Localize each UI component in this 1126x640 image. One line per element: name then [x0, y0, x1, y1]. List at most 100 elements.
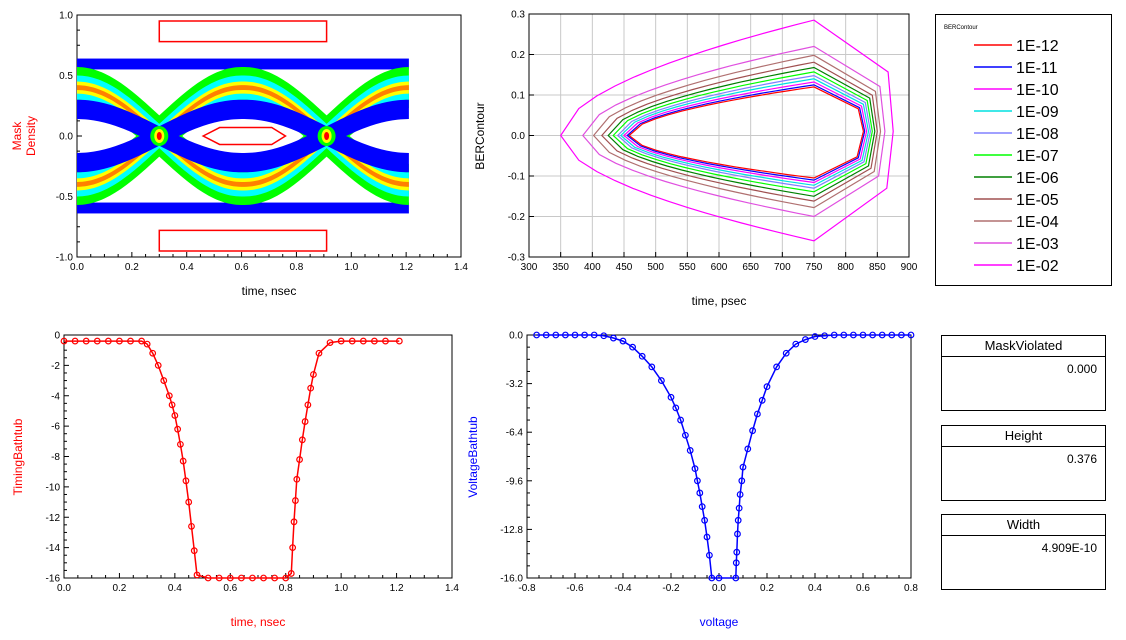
tb-point — [237, 574, 245, 582]
vb-point — [610, 334, 617, 342]
ber-xtick-label: 550 — [679, 262, 696, 273]
vb-point — [792, 340, 800, 348]
eye-ytick-label: -0.5 — [56, 192, 74, 203]
vb-point — [682, 431, 689, 439]
tb-point — [289, 544, 297, 552]
vb-ytick-label: 0.0 — [509, 331, 523, 342]
eye-outer-rail-top — [77, 58, 409, 70]
tb-ytick-label: 0 — [54, 331, 60, 342]
vb-xlabel: voltage — [700, 615, 739, 629]
vb-point — [850, 331, 857, 339]
tb-point — [160, 377, 168, 384]
vb-ytick-label: -12.8 — [500, 525, 523, 536]
tb-point — [298, 436, 306, 444]
vb-point — [878, 331, 886, 339]
ber-contour-1E-02 — [559, 19, 894, 242]
legend-label-1E-06: 1E-06 — [1016, 170, 1059, 187]
vb-point — [734, 516, 742, 524]
vb-point — [749, 427, 756, 435]
vb-point — [562, 331, 569, 339]
vb-point — [672, 404, 680, 412]
vb-point — [667, 393, 675, 401]
tb-xtick-label: 1.4 — [445, 583, 459, 594]
eye-xtick-label: 1.2 — [399, 262, 413, 273]
eye-crossing-core — [156, 132, 162, 140]
legend-label-1E-08: 1E-08 — [1016, 126, 1059, 143]
legend-label-1E-09: 1E-09 — [1016, 104, 1059, 121]
tb-point — [315, 349, 323, 357]
mask-violated-table: MaskViolated 0.000 — [941, 335, 1106, 411]
tb-point — [154, 361, 162, 369]
vb-point — [708, 574, 716, 582]
vb-point — [571, 331, 579, 339]
vb-point — [732, 574, 740, 582]
vb-ytick-label: -9.6 — [506, 476, 524, 487]
width-table: Width 4.909E-10 — [941, 514, 1106, 590]
eye-xtick-label: 1.4 — [454, 262, 468, 273]
vb-point — [696, 489, 704, 497]
tb-xtick-label: 0.6 — [223, 583, 237, 594]
mask-violated-value: 0.000 — [1066, 362, 1097, 376]
vb-point — [648, 363, 656, 371]
tb-point — [382, 337, 389, 345]
vb-ytick-label: -3.2 — [506, 379, 524, 390]
eye-xtick-label: 0.4 — [180, 262, 194, 273]
vb-point — [888, 331, 896, 339]
ber-xtick-label: 800 — [837, 262, 854, 273]
tb-xtick-label: 1.0 — [334, 583, 348, 594]
tb-point — [287, 570, 295, 577]
tb-point — [149, 349, 157, 357]
ber-ytick-label: 0.0 — [511, 131, 525, 142]
vb-ylabel: VoltageBathtub — [466, 416, 480, 498]
tb-point — [290, 518, 298, 526]
vb-point — [715, 574, 723, 582]
tb-point — [165, 392, 173, 400]
vb-point — [706, 551, 713, 559]
ber-xtick-label: 350 — [552, 262, 569, 273]
vb-point — [581, 331, 588, 339]
ber-xtick-label: 300 — [521, 262, 538, 273]
ber-xtick-label: 500 — [647, 262, 664, 273]
vb-point — [830, 331, 838, 339]
vb-point — [898, 331, 905, 339]
ber-contour-1E-05 — [600, 61, 878, 202]
tb-point — [82, 337, 90, 345]
vb-point — [698, 503, 706, 511]
eye-mask-polygon — [158, 20, 328, 43]
vb-point — [733, 548, 741, 556]
ber-contour-1E-04 — [592, 54, 882, 209]
ber-contour-1E-12 — [628, 86, 865, 179]
height-header: Height — [942, 426, 1105, 447]
legend-label-1E-11: 1E-11 — [1016, 60, 1058, 77]
vb-xtick-label: -0.8 — [518, 583, 536, 594]
ber-xtick-label: 750 — [806, 262, 823, 273]
tb-xtick-label: 0.2 — [112, 583, 126, 594]
vb-point — [763, 383, 771, 391]
tb-point — [271, 574, 279, 582]
tb-point — [188, 522, 195, 530]
tb-xlabel: time, nsec — [231, 615, 286, 629]
ber-ytick-label: 0.1 — [511, 91, 525, 102]
vb-ytick-label: -16.0 — [500, 574, 523, 585]
eye-mask-polygon — [158, 229, 328, 252]
vb-point — [782, 349, 790, 357]
tb-point — [204, 574, 212, 582]
tb-point — [304, 401, 312, 409]
ber-contour-1E-06 — [607, 66, 876, 197]
tb-point — [93, 337, 101, 345]
ber-ytick-label: 0.2 — [511, 50, 525, 61]
eye-mask-polygon — [201, 126, 287, 146]
tb-xtick-label: 0.4 — [168, 583, 182, 594]
vb-point — [701, 516, 708, 524]
vb-point — [691, 465, 699, 473]
tb-ytick-label: -2 — [51, 361, 60, 372]
vb-point — [677, 416, 684, 424]
ber-ylabel: BERContour — [473, 102, 487, 169]
vb-point — [619, 337, 627, 345]
tb-ytick-label: -4 — [51, 391, 60, 402]
tb-point — [104, 337, 112, 345]
tb-xtick-label: 0.0 — [57, 583, 71, 594]
tb-point — [190, 547, 198, 555]
eye-xtick-label: 0.0 — [70, 262, 84, 273]
